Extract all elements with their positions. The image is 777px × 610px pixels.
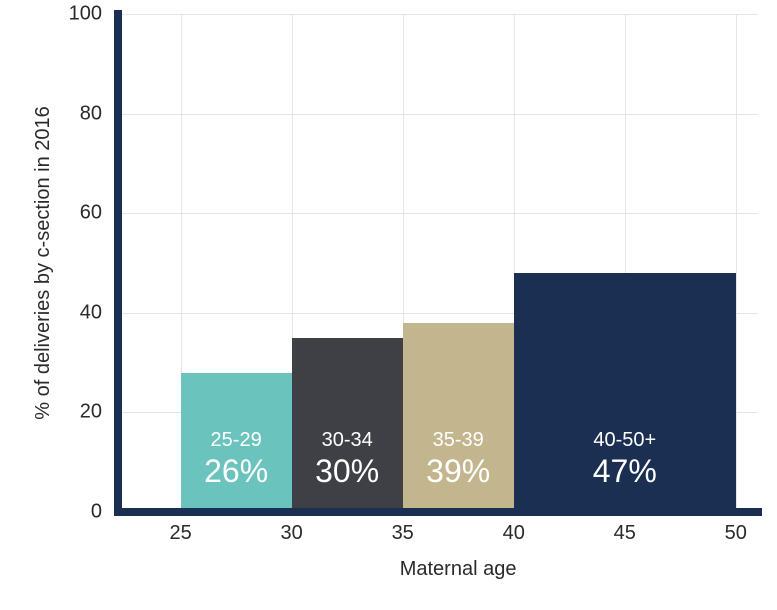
bar-percent-label: 26% [181,452,292,490]
y-tick-label: 80 [80,102,102,125]
bar-percent-label: 39% [403,452,514,490]
bar-label: 25-2926% [181,428,292,490]
bar: 40-50+47% [514,273,736,508]
bar-range-label: 25-29 [181,428,292,452]
bar-label: 30-3430% [292,428,403,490]
x-tick-label: 50 [725,522,747,545]
y-tick-label: 60 [80,202,102,225]
bar-label: 35-3939% [403,428,514,490]
bar-percent-label: 30% [292,452,403,490]
csection-bar-chart: 25-2926%30-3430%35-3939%40-50+47% % of d… [0,0,777,610]
x-axis-title: Maternal age [400,558,517,581]
y-axis-title: % of deliveries by c-section in 2016 [32,106,55,420]
x-tick-label: 45 [614,522,636,545]
bar: 25-2926% [181,373,292,508]
bar-range-label: 35-39 [403,428,514,452]
y-tick-label: 40 [80,301,102,324]
y-tick-label: 20 [80,401,102,424]
grid-line-y [114,14,758,15]
bar-range-label: 40-50+ [514,428,736,452]
x-tick-label: 25 [169,522,191,545]
y-tick-label: 0 [91,501,102,524]
x-tick-label: 30 [281,522,303,545]
x-tick-label: 40 [503,522,525,545]
y-axis-line [114,10,122,516]
bar-percent-label: 47% [514,452,736,490]
bar: 30-3430% [292,338,403,508]
bar-range-label: 30-34 [292,428,403,452]
grid-line-y [114,213,758,214]
grid-line-x [736,14,737,512]
bar-label: 40-50+47% [514,428,736,490]
plot-area: 25-2926%30-3430%35-3939%40-50+47% [114,14,758,512]
bar: 35-3939% [403,323,514,508]
x-axis-line [114,508,762,516]
y-tick-label: 100 [69,3,102,26]
grid-line-y [114,114,758,115]
x-tick-label: 35 [392,522,414,545]
